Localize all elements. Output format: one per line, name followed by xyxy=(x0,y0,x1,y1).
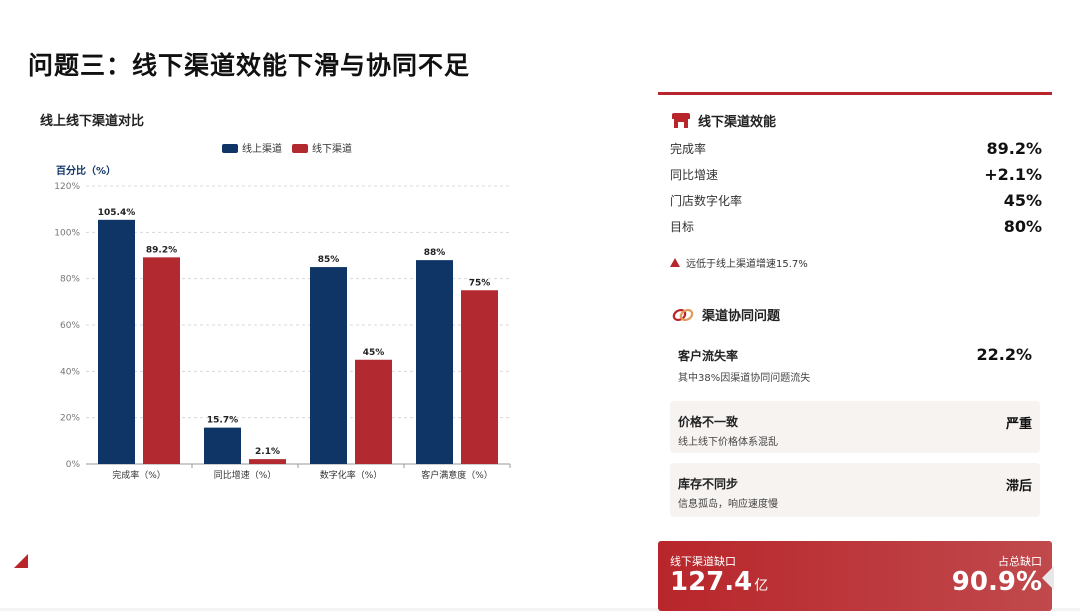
bar-value-label: 89.2% xyxy=(146,245,177,255)
bar-offline xyxy=(249,459,286,464)
offline-efficiency-header: 线下渠道效能 xyxy=(672,111,776,130)
gap-left-value: 127.4 亿 xyxy=(670,567,768,597)
link-icon xyxy=(672,308,694,321)
issue-card-churn: 客户流失率 其中38%因渠道协同问题流失 22.2% xyxy=(670,335,1040,387)
warning-note: 远低于线上渠道增速15.7% xyxy=(670,255,808,270)
metric-row-growth: 同比增速 +2.1% xyxy=(670,165,1042,184)
bar-value-label: 75% xyxy=(469,278,491,288)
store-icon xyxy=(672,112,690,129)
corner-decoration xyxy=(14,554,28,568)
issue-title: 客户流失率 xyxy=(678,349,739,363)
corner-decoration-right xyxy=(1042,566,1054,590)
y-tick-label: 40% xyxy=(60,367,80,377)
metric-row-digital: 门店数字化率 45% xyxy=(670,191,1042,210)
offline-efficiency-title: 线下渠道效能 xyxy=(698,115,777,130)
issue-title: 库存不同步 xyxy=(678,477,739,491)
gap-left-number: 127.4 xyxy=(670,567,753,597)
x-tick-label: 完成率（%） xyxy=(112,469,166,481)
metric-label: 目标 xyxy=(670,220,695,234)
y-tick-label: 80% xyxy=(60,275,80,285)
y-tick-label: 100% xyxy=(54,228,80,238)
legend-label: 线上渠道 xyxy=(242,142,282,155)
metric-label: 完成率 xyxy=(670,142,707,156)
gap-left-unit: 亿 xyxy=(754,578,769,594)
issue-card-inventory: 库存不同步 信息孤岛，响应速度慢 滞后 xyxy=(670,463,1040,517)
page-title: 问题三：线下渠道效能下滑与协同不足 xyxy=(28,51,471,80)
y-tick-label: 20% xyxy=(60,414,80,424)
y-axis-label: 百分比（%） xyxy=(56,164,116,177)
bar-value-label: 15.7% xyxy=(207,416,238,426)
bar-offline xyxy=(143,257,180,464)
issue-value: 滞后 xyxy=(1005,479,1032,494)
gap-left-label: 线下渠道缺口 xyxy=(670,555,736,568)
bar-online xyxy=(204,427,241,464)
synergy-header: 渠道协同问题 xyxy=(672,305,780,324)
gap-summary: 线下渠道缺口 127.4 亿 占总缺口 90.9% xyxy=(658,541,1052,611)
gap-right-value: 90.9% xyxy=(951,567,1042,597)
x-tick-label: 同比增速（%） xyxy=(214,469,277,481)
x-tick-label: 客户满意度（%） xyxy=(421,469,493,481)
metric-value: +2.1% xyxy=(984,165,1042,184)
metric-row-completion: 完成率 89.2% xyxy=(670,139,1042,158)
metric-row-target: 目标 80% xyxy=(670,217,1042,236)
bar-value-label: 105.4% xyxy=(98,208,136,218)
bar-value-label: 45% xyxy=(363,348,385,358)
chart-card: 线上线下渠道对比 线上渠道 线下渠道百分比（%） 0% 20% 40% 60% 80% 100… xyxy=(30,100,640,604)
metric-label: 同比增速 xyxy=(670,168,719,182)
bar-value-label: 88% xyxy=(424,248,446,258)
y-tick-label: 120% xyxy=(54,182,80,192)
issue-desc: 其中38%因渠道协同问题流失 xyxy=(678,373,811,384)
bar-value-label: 85% xyxy=(318,255,340,265)
bar-offline xyxy=(355,359,392,464)
issue-value: 22.2% xyxy=(976,345,1032,364)
bar-online xyxy=(310,267,347,464)
metric-value: 80% xyxy=(1003,217,1042,236)
warning-text: 远低于线上渠道增速15.7% xyxy=(686,259,808,270)
x-tick-label: 数字化率（%） xyxy=(320,469,383,481)
chart-title: 线上线下渠道对比 xyxy=(40,114,145,129)
synergy-title: 渠道协同问题 xyxy=(702,309,781,324)
metric-value: 89.2% xyxy=(986,139,1042,158)
gap-right-label: 占总缺口 xyxy=(998,555,1042,568)
warning-icon xyxy=(670,258,680,267)
y-tick-label: 60% xyxy=(60,321,80,331)
issue-card-price: 价格不一致 线上线下价格体系混乱 严重 xyxy=(670,401,1040,453)
bar-online xyxy=(416,260,453,464)
right-panel: 线下渠道效能 完成率 89.2% 同比增速 +2.1% 门店数字化率 45% 目… xyxy=(658,92,1052,611)
y-tick-label: 0% xyxy=(66,460,81,470)
bar-value-label: 2.1% xyxy=(255,447,280,457)
bar-offline xyxy=(461,290,498,464)
legend-label: 线下渠道 xyxy=(312,142,352,155)
metric-value: 45% xyxy=(1003,191,1042,210)
issue-desc: 信息孤岛，响应速度慢 xyxy=(678,499,778,510)
issue-desc: 线上线下价格体系混乱 xyxy=(678,437,778,448)
issue-title: 价格不一致 xyxy=(678,415,739,429)
legend-swatch xyxy=(292,144,308,153)
metric-label: 门店数字化率 xyxy=(670,194,743,208)
legend-swatch xyxy=(222,144,238,153)
bar-online xyxy=(98,219,135,464)
issue-value: 严重 xyxy=(1005,417,1032,432)
